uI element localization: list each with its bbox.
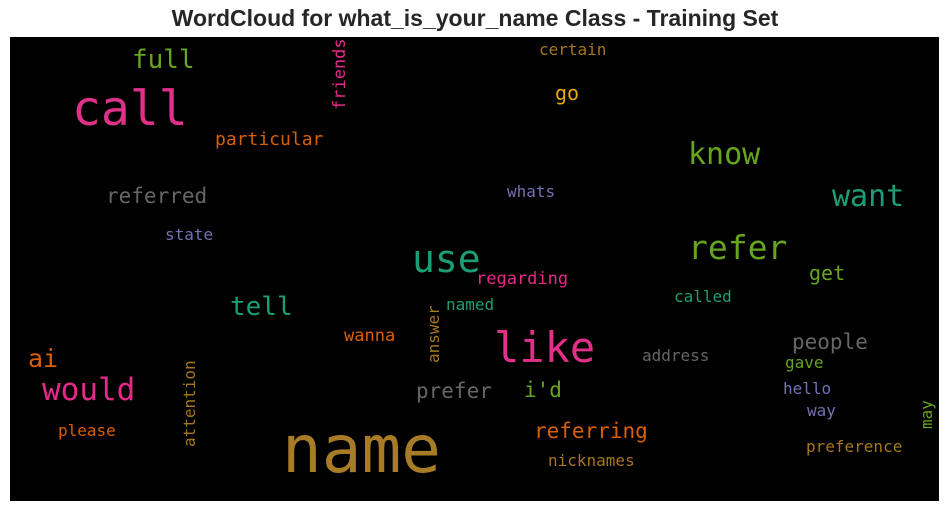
word-please: please <box>58 421 116 440</box>
word-ai: ai <box>28 344 59 373</box>
word-particular: particular <box>215 129 324 150</box>
word-want: want <box>832 179 905 214</box>
word-attention: attention <box>180 360 199 447</box>
word-regarding: regarding <box>476 269 569 289</box>
word-address: address <box>642 346 710 365</box>
word-certain: certain <box>539 40 607 59</box>
chart-title: WordCloud for what_is_your_name Class - … <box>171 5 779 31</box>
word-state: state <box>165 225 214 244</box>
word-get: get <box>809 261 846 285</box>
word-gave: gave <box>785 353 824 372</box>
word-whats: whats <box>507 182 556 201</box>
word-prefer: prefer <box>416 379 492 403</box>
word-refer: refer <box>688 228 788 267</box>
word-hello: hello <box>783 379 832 398</box>
word-like: like <box>494 323 596 372</box>
word-name: name <box>282 411 441 488</box>
word-people: people <box>792 330 868 354</box>
word-named: named <box>446 295 495 314</box>
word-referred: referred <box>106 184 208 208</box>
word-way: way <box>807 401 836 420</box>
word-preference: preference <box>806 437 903 456</box>
word-tell: tell <box>230 292 293 322</box>
word-friends: friends <box>330 38 350 110</box>
word-referring: referring <box>534 419 648 443</box>
word-wanna: wanna <box>344 326 396 346</box>
word-go: go <box>555 81 580 105</box>
word-i-d: i'd <box>524 378 562 402</box>
word-full: full <box>132 45 195 75</box>
word-called: called <box>674 287 732 306</box>
word-know: know <box>688 137 761 172</box>
word-would: would <box>42 372 136 408</box>
word-nicknames: nicknames <box>548 451 635 470</box>
word-use: use <box>412 237 481 281</box>
word-call: call <box>72 81 188 137</box>
word-answer: answer <box>424 305 443 363</box>
wordcloud-area: name call like use refer would know want full tel… <box>10 37 939 501</box>
word-may: may <box>917 400 936 429</box>
